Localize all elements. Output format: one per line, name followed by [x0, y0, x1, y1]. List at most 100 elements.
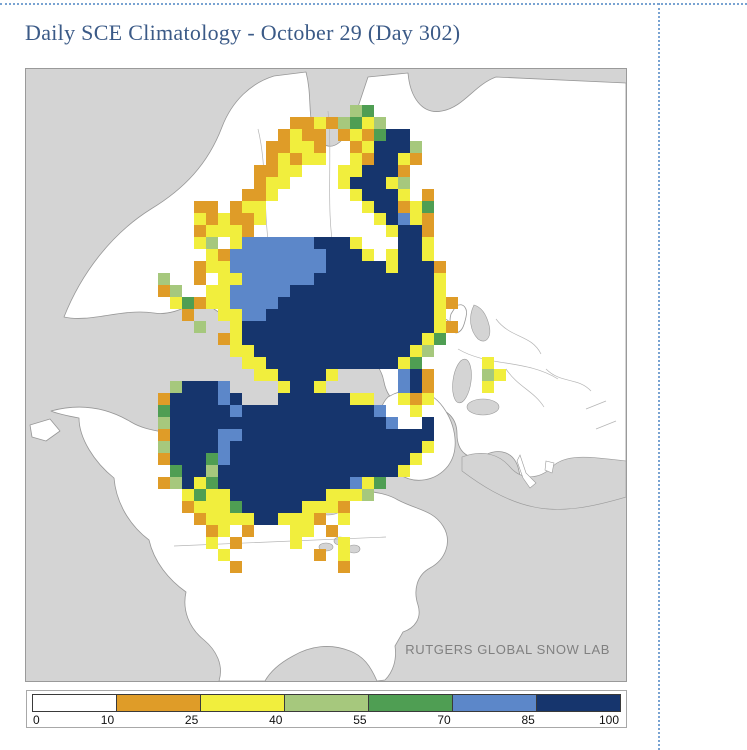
snow-cell [398, 285, 410, 297]
snow-cell [314, 417, 326, 429]
snow-cell [254, 369, 266, 381]
snow-cell [158, 285, 170, 297]
snow-cell [398, 177, 410, 189]
snow-cell [362, 453, 374, 465]
snow-cell [434, 261, 446, 273]
snow-cell [302, 453, 314, 465]
snow-cell [386, 165, 398, 177]
snow-cell [206, 225, 218, 237]
snow-cell [218, 465, 230, 477]
snow-cell [206, 489, 218, 501]
snow-cell [350, 489, 362, 501]
snow-cell [254, 333, 266, 345]
snow-cell [362, 309, 374, 321]
snow-cell [374, 321, 386, 333]
snow-cell [278, 345, 290, 357]
snow-cell [242, 525, 254, 537]
snow-cell [206, 537, 218, 549]
snow-cell [254, 441, 266, 453]
snow-cell [278, 321, 290, 333]
snow-cell [290, 525, 302, 537]
snow-cell [230, 393, 242, 405]
snow-cell [194, 441, 206, 453]
snow-cell [326, 285, 338, 297]
snow-cell [314, 297, 326, 309]
snow-cell [254, 177, 266, 189]
snow-cell [158, 477, 170, 489]
snow-cell [398, 393, 410, 405]
snow-cell [182, 405, 194, 417]
snow-cell [374, 333, 386, 345]
snow-cell [290, 453, 302, 465]
snow-cell [242, 465, 254, 477]
snow-cell [302, 237, 314, 249]
snow-cell [362, 165, 374, 177]
legend-tick-55: 55 [353, 713, 367, 727]
snow-cell [230, 297, 242, 309]
snow-cell [374, 285, 386, 297]
snow-cell [410, 141, 422, 153]
snow-cell [374, 213, 386, 225]
snow-cell [338, 393, 350, 405]
snow-cell [410, 369, 422, 381]
snow-cell [290, 237, 302, 249]
snow-cell [314, 429, 326, 441]
snow-cell [242, 261, 254, 273]
snow-cell [326, 273, 338, 285]
snow-cell [374, 465, 386, 477]
snow-cell [434, 321, 446, 333]
snow-cell [410, 345, 422, 357]
snow-cell [302, 309, 314, 321]
snow-cell [398, 225, 410, 237]
snow-cell [326, 525, 338, 537]
snow-cell [218, 309, 230, 321]
snow-cell [338, 561, 350, 573]
snow-cell [338, 465, 350, 477]
snow-cell [314, 273, 326, 285]
snow-cell [254, 357, 266, 369]
snow-cell [242, 309, 254, 321]
snow-cell [266, 333, 278, 345]
snow-cell [242, 189, 254, 201]
snow-cell [434, 285, 446, 297]
snow-cell [326, 453, 338, 465]
snow-cell [218, 333, 230, 345]
snow-cell [206, 237, 218, 249]
snow-cell [314, 465, 326, 477]
snow-cell [422, 321, 434, 333]
baltic-sea [470, 304, 491, 342]
snow-cell [386, 153, 398, 165]
snow-cell [266, 345, 278, 357]
snow-cell [290, 153, 302, 165]
snow-cell [338, 345, 350, 357]
snow-cell [254, 201, 266, 213]
snow-cell [290, 417, 302, 429]
snow-cell [254, 309, 266, 321]
snow-cell [302, 429, 314, 441]
snow-cell [374, 261, 386, 273]
snow-cell [350, 429, 362, 441]
snow-cell [350, 309, 362, 321]
snow-cell [206, 477, 218, 489]
snow-cell [194, 261, 206, 273]
snow-cell [290, 405, 302, 417]
snow-cell [350, 165, 362, 177]
snow-cell [410, 381, 422, 393]
snow-cell [242, 333, 254, 345]
snow-cell [194, 393, 206, 405]
snow-cell [326, 465, 338, 477]
snow-cell [278, 441, 290, 453]
snow-cell [218, 489, 230, 501]
snow-cell [254, 249, 266, 261]
snow-cell [338, 441, 350, 453]
snow-cell [278, 501, 290, 513]
snow-cell [338, 549, 350, 561]
snow-cover-grid [158, 105, 506, 573]
snow-cell [218, 213, 230, 225]
snow-cell [362, 321, 374, 333]
snow-cell [230, 237, 242, 249]
snow-cell [254, 321, 266, 333]
snow-cell [230, 561, 242, 573]
snow-cell [362, 177, 374, 189]
snow-cell [374, 405, 386, 417]
